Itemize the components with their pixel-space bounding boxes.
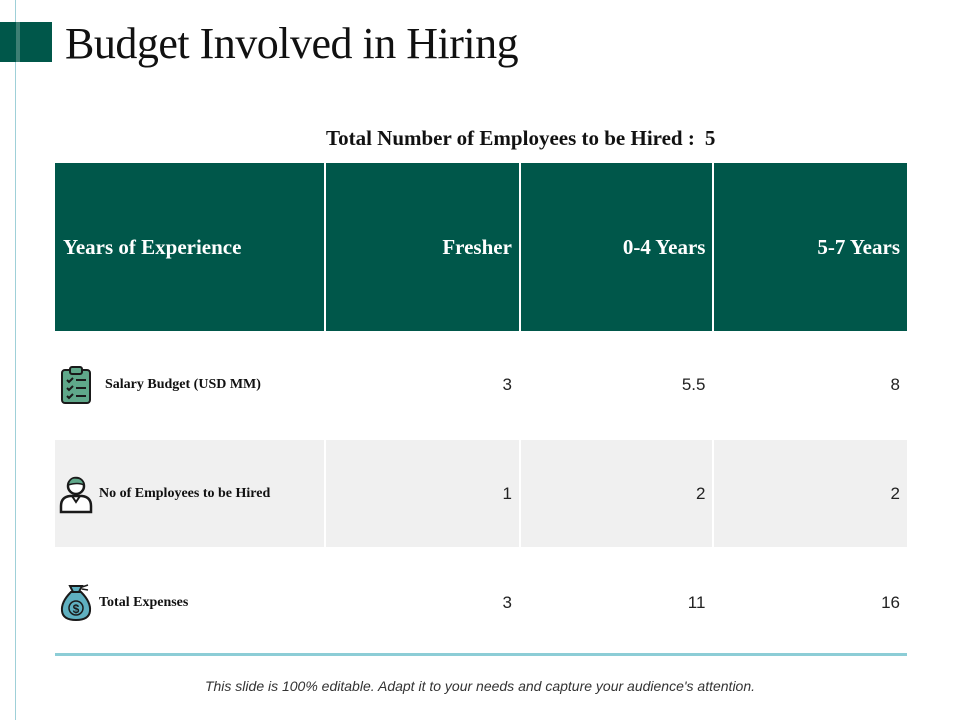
header-cell-experience: Years of Experience xyxy=(55,163,325,331)
value-cell-5-7-years: 8 xyxy=(890,374,900,394)
value-cell-fresher: 3 xyxy=(502,592,512,612)
header-cell-0-4-years: 0-4 Years xyxy=(520,163,713,331)
total-employees-label: Total Number of Employees to be Hired : xyxy=(326,126,695,150)
value-cell-0-4-years: 11 xyxy=(687,592,706,612)
value-cell-fresher: 1 xyxy=(326,440,519,547)
table-header-row: Years of Experience Fresher 0-4 Years 5-… xyxy=(55,163,907,331)
svg-text:$: $ xyxy=(73,602,80,616)
value-cell-0-4-years: 5.5 xyxy=(681,374,706,394)
row-label: Salary Budget (USD MM) xyxy=(105,376,261,392)
table-bottom-rule xyxy=(55,653,907,656)
hiring-budget-table: Years of Experience Fresher 0-4 Years 5-… xyxy=(55,163,907,656)
table-row: No of Employees to be Hired 1 2 2 xyxy=(55,440,907,547)
row-label: No of Employees to be Hired xyxy=(99,485,271,501)
header-cell-5-7-years: 5-7 Years xyxy=(714,163,907,331)
value-cell-5-7-years: 16 xyxy=(881,592,900,612)
left-margin-rule xyxy=(15,0,16,720)
value-cell-0-4-years: 2 xyxy=(520,440,713,547)
table-row: Salary Budget (USD MM) 3 5.5 8 xyxy=(55,331,907,438)
total-employees-line: Total Number of Employees to be Hired : 5 xyxy=(326,126,715,151)
title-accent-square xyxy=(0,22,52,62)
row-label-cell: Salary Budget (USD MM) xyxy=(55,331,324,438)
header-cell-fresher: Fresher xyxy=(326,163,519,331)
row-label-cell: No of Employees to be Hired xyxy=(55,440,325,547)
employee-person-icon xyxy=(59,476,93,513)
title-accent-stripe xyxy=(16,22,20,62)
row-label: Total Expenses xyxy=(99,594,189,610)
table-row: $ Total Expenses 3 11 16 xyxy=(55,549,907,656)
clipboard-checklist-icon xyxy=(61,365,91,404)
slide-title: Budget Involved in Hiring xyxy=(65,19,519,68)
value-cell-5-7-years: 2 xyxy=(714,440,907,547)
row-label-cell: $ Total Expenses xyxy=(55,549,324,656)
value-cell-fresher: 3 xyxy=(502,374,512,394)
total-employees-value: 5 xyxy=(704,126,716,150)
money-bag-icon: $ xyxy=(60,583,92,621)
slide-footer-note: This slide is 100% editable. Adapt it to… xyxy=(204,678,756,694)
